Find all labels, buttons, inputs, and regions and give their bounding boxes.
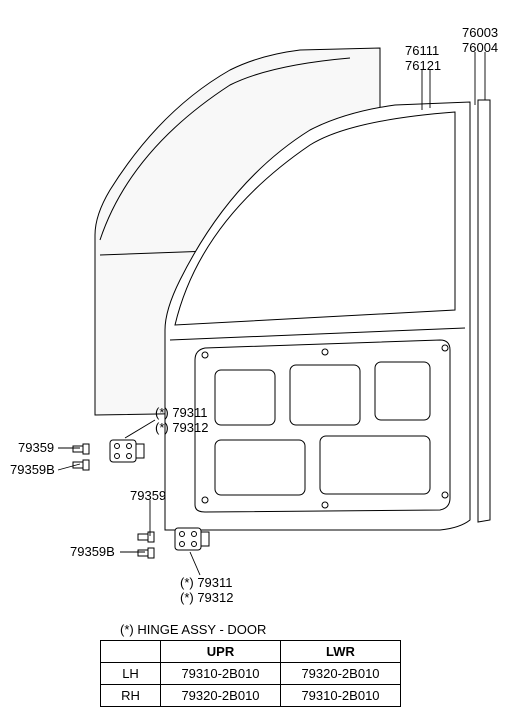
table-corner <box>101 641 161 663</box>
lh-upr: 79310-2B010 <box>161 663 281 685</box>
hinge-upper <box>110 440 144 462</box>
rh-lwr: 79310-2B010 <box>281 685 401 707</box>
bolt-upper-1 <box>73 444 89 454</box>
table-title: (*) HINGE ASSY - DOOR <box>120 622 266 637</box>
lh-lwr: 79320-2B010 <box>281 663 401 685</box>
label-79312-upper: (*) 79312 <box>155 420 208 435</box>
table-row: LH 79310-2B010 79320-2B010 <box>101 663 401 685</box>
outer-frame-strip <box>478 100 490 522</box>
label-79311-lower: (*) 79311 <box>180 575 233 590</box>
bolt-lower-1 <box>138 532 154 542</box>
hinge-lower <box>175 528 209 550</box>
row-lh-label: LH <box>101 663 161 685</box>
label-76004: 76004 <box>462 40 498 55</box>
label-76111: 76111 <box>405 43 439 58</box>
label-79311-upper: (*) 79311 <box>155 405 208 420</box>
table-row: RH 79320-2B010 79310-2B010 <box>101 685 401 707</box>
label-79312-lower: (*) 79312 <box>180 590 233 605</box>
label-79359b-upper: 79359B <box>10 462 55 477</box>
table-header-row: UPR LWR <box>101 641 401 663</box>
diagram-area <box>0 0 532 620</box>
bolt-lower-2 <box>138 548 154 558</box>
label-79359-lower: 79359 <box>130 488 166 503</box>
rh-upr: 79320-2B010 <box>161 685 281 707</box>
hinge-table: UPR LWR LH 79310-2B010 79320-2B010 RH 79… <box>100 640 401 707</box>
label-76121: 76121 <box>405 58 441 73</box>
header-lwr: LWR <box>281 641 401 663</box>
label-76003: 76003 <box>462 25 498 40</box>
label-79359-upper: 79359 <box>18 440 54 455</box>
row-rh-label: RH <box>101 685 161 707</box>
header-upr: UPR <box>161 641 281 663</box>
door-diagram-svg <box>0 0 532 620</box>
label-79359b-lower: 79359B <box>70 544 115 559</box>
